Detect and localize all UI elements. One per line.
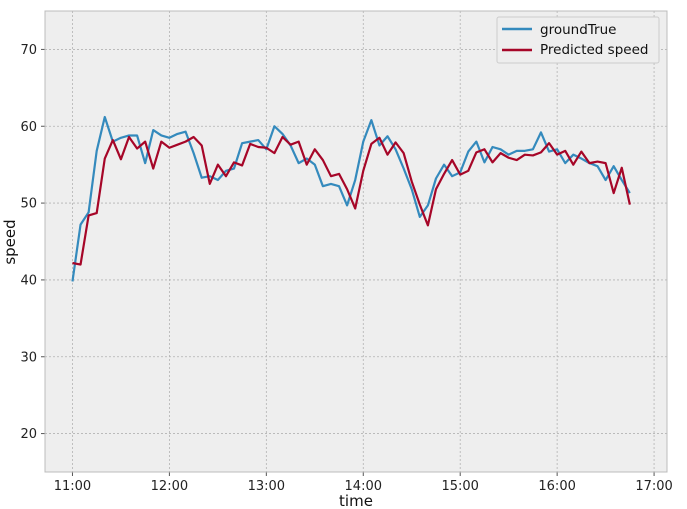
y-axis-label: speed — [1, 219, 19, 264]
legend-box — [496, 16, 660, 64]
series-line-groundtrue — [71, 115, 631, 282]
y-tick-label: 30 — [20, 350, 37, 365]
y-tick-label: 60 — [20, 120, 37, 135]
x-tick-label: 17:00 — [635, 479, 672, 494]
y-tick-label: 50 — [20, 197, 37, 212]
y-tick-label: 20 — [20, 427, 37, 442]
x-axis-ticks: 11:00 12:00 13:00 14:00 15:00 16:00 17:00 — [54, 472, 673, 494]
legend-label-predicted-speed: Predicted speed — [540, 42, 648, 58]
plot-frame — [44, 10, 668, 473]
legend-label-groundtrue: groundTrue — [540, 22, 616, 38]
y-tick-label: 40 — [20, 273, 37, 288]
x-axis-label: time — [339, 492, 373, 509]
legend: groundTrue Predicted speed — [496, 16, 660, 64]
x-tick-label: 11:00 — [54, 479, 91, 494]
plot-area — [45, 11, 667, 472]
x-tick-label: 13:00 — [248, 479, 285, 494]
x-tick-label: 12:00 — [151, 479, 188, 494]
series-line-predicted-speed — [72, 135, 631, 266]
series-lines — [71, 115, 631, 282]
grid-lines — [45, 11, 667, 472]
x-tick-label: 15:00 — [441, 479, 478, 494]
x-tick-label: 16:00 — [538, 479, 575, 494]
x-tick-label: 14:00 — [345, 479, 382, 494]
y-axis-ticks: 20 30 40 50 60 70 — [20, 43, 45, 442]
y-tick-label: 70 — [20, 43, 37, 58]
